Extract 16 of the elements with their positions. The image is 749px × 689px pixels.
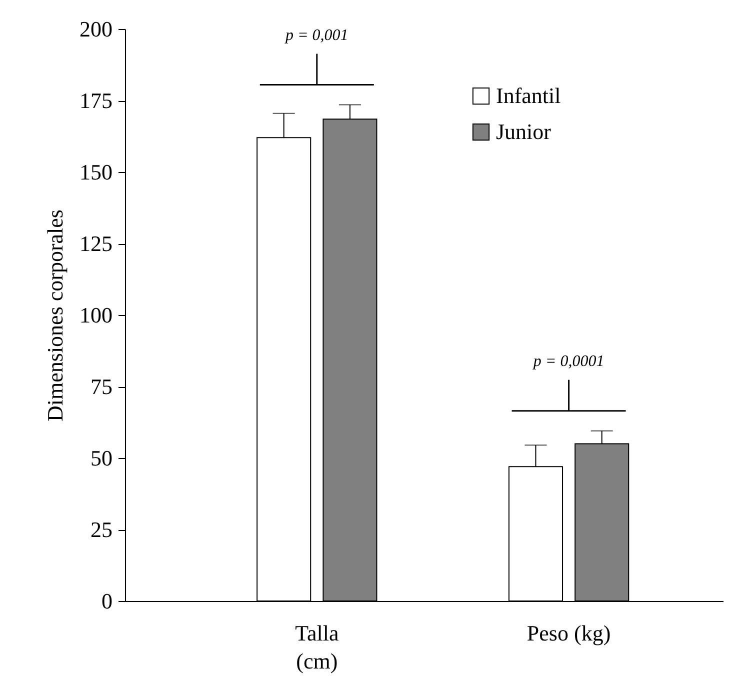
- y-tick-label: 200: [80, 16, 112, 42]
- y-tick-label: 50: [90, 446, 112, 470]
- y-tick-label: 75: [90, 374, 112, 399]
- x-tick-label: Talla (cm): [295, 620, 339, 674]
- y-tick-label: 100: [80, 302, 112, 328]
- legend-label: Infantil: [496, 83, 561, 108]
- y-tick-label: 0: [102, 588, 112, 614]
- annotation: p = 0,001: [284, 26, 348, 44]
- y-tick-label: 25: [90, 517, 112, 542]
- legend-label: Junior: [496, 119, 552, 144]
- y-axis-title: Dimensiones corporales: [42, 210, 68, 422]
- y-tick-label: 175: [80, 88, 112, 113]
- annotation: p = 0,0001: [532, 352, 604, 370]
- y-tick-label: 150: [80, 160, 112, 184]
- x-tick-label: Peso (kg): [526, 620, 611, 646]
- y-tick-label: 125: [80, 231, 112, 256]
